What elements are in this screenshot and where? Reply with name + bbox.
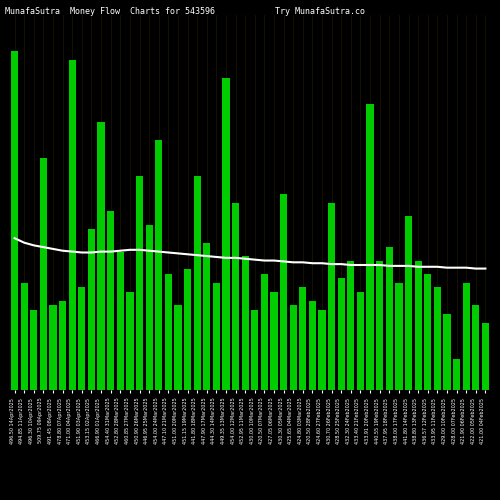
Bar <box>164 274 172 390</box>
Bar <box>174 305 182 390</box>
Bar <box>309 300 316 390</box>
Bar <box>299 288 306 390</box>
Bar <box>30 310 38 390</box>
Bar <box>184 270 191 390</box>
Bar <box>59 300 66 390</box>
Bar <box>116 252 124 390</box>
Bar <box>155 140 162 390</box>
Bar <box>472 305 480 390</box>
Bar <box>453 359 460 390</box>
Bar <box>357 292 364 390</box>
Bar <box>213 283 220 390</box>
Bar <box>338 278 345 390</box>
Bar <box>88 230 95 390</box>
Bar <box>78 288 86 390</box>
Bar <box>40 158 47 390</box>
Bar <box>434 288 441 390</box>
Text: Try MunafaSutra.co: Try MunafaSutra.co <box>275 8 365 16</box>
Bar <box>424 274 432 390</box>
Bar <box>396 283 402 390</box>
Bar <box>232 202 239 390</box>
Bar <box>242 256 249 390</box>
Bar <box>366 104 374 390</box>
Bar <box>194 176 201 390</box>
Bar <box>146 225 152 390</box>
Bar <box>405 216 412 390</box>
Bar <box>482 323 489 390</box>
Bar <box>328 202 336 390</box>
Bar <box>251 310 258 390</box>
Bar <box>126 292 134 390</box>
Bar <box>136 176 143 390</box>
Bar <box>376 260 384 390</box>
Bar <box>261 274 268 390</box>
Bar <box>280 194 287 390</box>
Bar <box>444 314 450 390</box>
Bar <box>318 310 326 390</box>
Bar <box>20 283 28 390</box>
Bar <box>290 305 297 390</box>
Bar <box>348 260 354 390</box>
Bar <box>11 50 18 390</box>
Bar <box>462 283 470 390</box>
Bar <box>270 292 278 390</box>
Bar <box>98 122 104 390</box>
Bar <box>414 260 422 390</box>
Text: MunafaSutra  Money Flow  Charts for 543596: MunafaSutra Money Flow Charts for 543596 <box>5 8 215 16</box>
Bar <box>386 247 393 390</box>
Bar <box>50 305 56 390</box>
Bar <box>68 60 76 390</box>
Bar <box>203 242 210 390</box>
Bar <box>222 78 230 390</box>
Bar <box>107 212 114 390</box>
